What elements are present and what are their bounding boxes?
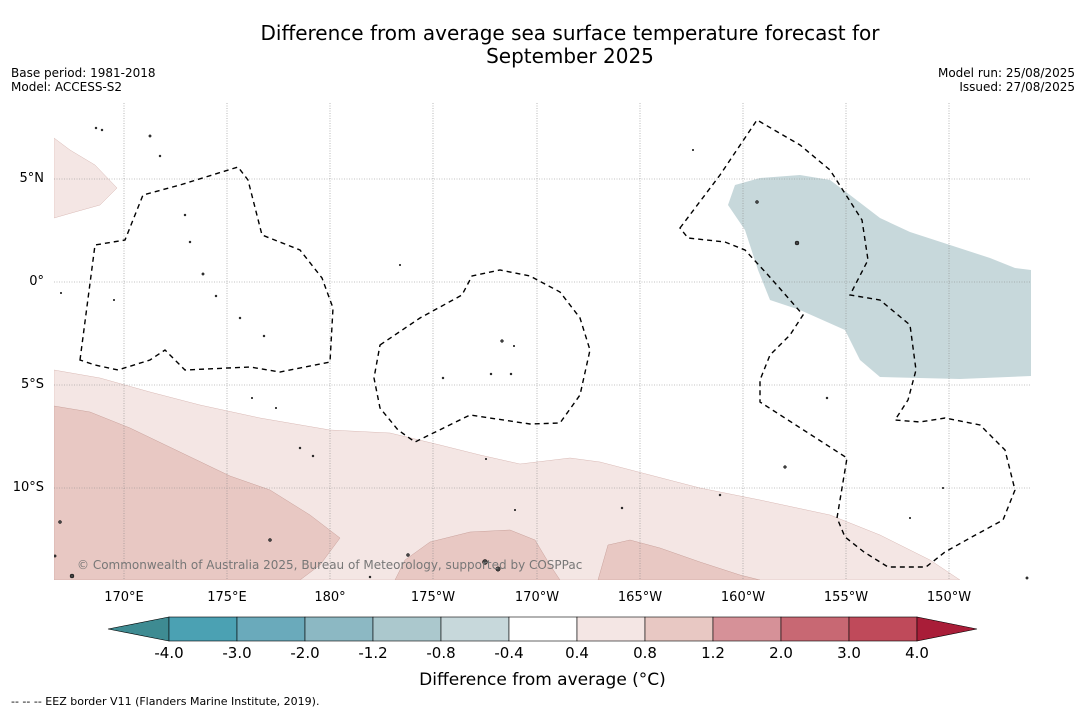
colorbar-tick-label: 0.4 xyxy=(565,644,589,662)
colorbar-segment xyxy=(236,616,306,642)
colorbar-tick-label: -2.0 xyxy=(290,644,320,662)
base-period: Base period: 1981-2018 xyxy=(11,66,156,80)
islands xyxy=(54,126,1029,580)
colorbar-tick-label: 0.8 xyxy=(633,644,657,662)
colorbar-tick-label: -4.0 xyxy=(154,644,184,662)
colorbar-segment xyxy=(712,616,782,642)
colorbar-segment xyxy=(304,616,374,642)
eez-kiribati-line xyxy=(679,119,1016,568)
lon-label-175w: 175°W xyxy=(410,590,456,605)
warm-anomaly-moderate-east xyxy=(597,539,761,580)
model-run: Model run: 25/08/2025 xyxy=(937,66,1075,80)
colorbar-extend-high xyxy=(916,616,978,642)
colorbar-tick-label: 1.2 xyxy=(701,644,725,662)
map-area xyxy=(54,103,1031,580)
map-title: Difference from average sea surface temp… xyxy=(0,22,1085,68)
colorbar-segment xyxy=(440,616,510,642)
meta-right: Model run: 25/08/2025 Issued: 27/08/2025 xyxy=(938,66,1075,94)
colorbar-tick-label: 2.0 xyxy=(769,644,793,662)
colorbar-segment xyxy=(644,616,714,642)
meta-left: Base period: 1981-2018 Model: ACCESS-S2 xyxy=(11,66,156,94)
colorbar-title: Difference from average (°C) xyxy=(419,670,666,690)
lon-label-175e: 175°E xyxy=(207,590,247,605)
colorbar-tick-label: -1.2 xyxy=(358,644,388,662)
colorbar-segment xyxy=(372,616,442,642)
lon-label-170e: 170°E xyxy=(104,590,144,605)
warm-anomaly-moderate-west xyxy=(54,405,341,580)
lon-label-155w: 155°W xyxy=(823,590,869,605)
colorbar-segment xyxy=(848,616,918,642)
eez-tokelau xyxy=(373,269,591,443)
cool-anomaly xyxy=(728,175,1031,379)
colorbar xyxy=(107,616,978,642)
colorbar-segment xyxy=(508,616,578,642)
colorbar-tick-label: -0.4 xyxy=(494,644,524,662)
copyright-notice: © Commonwealth of Australia 2025, Bureau… xyxy=(77,558,583,572)
lon-label-170w: 170°W xyxy=(514,590,560,605)
colorbar-extend-low xyxy=(107,616,170,642)
lon-label-180: 180° xyxy=(314,590,346,605)
lat-label-5s: 5°S xyxy=(20,377,44,392)
lat-label-5n: 5°N xyxy=(19,171,45,186)
title-line-2: September 2025 xyxy=(486,44,654,68)
colorbar-segment xyxy=(576,616,646,642)
lat-label-10s: 10°S xyxy=(12,480,44,495)
eez-legend-note: -- -- -- EEZ border V11 (Flanders Marine… xyxy=(11,695,320,708)
warm-anomaly-northwest xyxy=(54,137,118,219)
lon-label-165w: 165°W xyxy=(617,590,663,605)
colorbar-tick-label: -0.8 xyxy=(426,644,456,662)
colorbar-tick-label: 4.0 xyxy=(905,644,929,662)
lon-label-150w: 150°W xyxy=(926,590,972,605)
eez-tuvalu xyxy=(79,166,334,373)
model-name: Model: ACCESS-S2 xyxy=(11,80,123,94)
issued-date: Issued: 27/08/2025 xyxy=(959,80,1075,94)
warm-anomaly-moderate-central xyxy=(394,529,561,580)
colorbar-tick-label: 3.0 xyxy=(837,644,861,662)
colorbar-segment xyxy=(168,616,238,642)
colorbar-segment xyxy=(780,616,850,642)
eez-borders xyxy=(79,119,1016,568)
lat-label-0: 0° xyxy=(29,274,44,289)
title-line-1: Difference from average sea surface temp… xyxy=(260,21,880,45)
lon-label-160w: 160°W xyxy=(720,590,766,605)
colorbar-tick-label: -3.0 xyxy=(222,644,252,662)
